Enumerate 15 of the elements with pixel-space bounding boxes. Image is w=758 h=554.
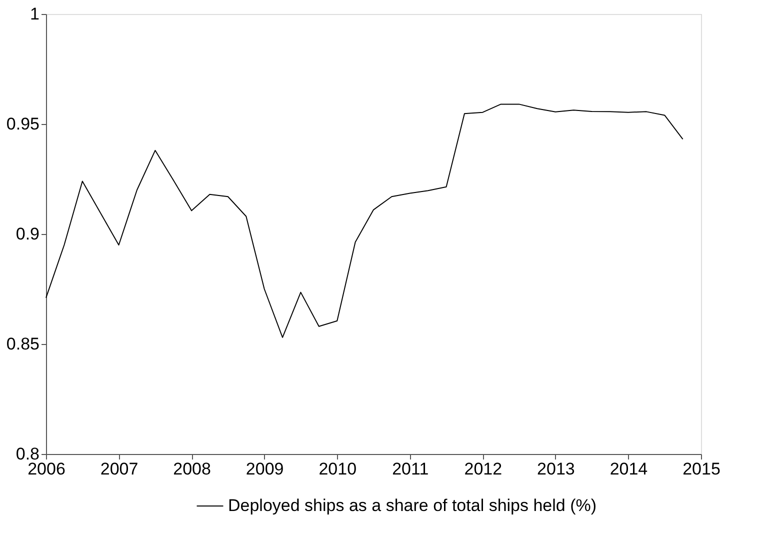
x-tick-label: 2009 xyxy=(246,460,284,478)
line-series xyxy=(46,104,684,338)
x-tick-label: 2012 xyxy=(464,460,502,478)
x-tick-label: 2010 xyxy=(318,460,357,478)
legend-label: Deployed ships as a share of total ships held (%) xyxy=(228,496,597,515)
y-tick-label: 0.9 xyxy=(16,224,40,244)
x-tick-label: 2015 xyxy=(682,460,720,478)
x-tick-label: 2008 xyxy=(173,460,211,478)
x-tick-label: 2011 xyxy=(392,460,429,478)
y-tick-label: 0.85 xyxy=(6,334,40,354)
y-tick-label: 1 xyxy=(30,4,40,24)
x-tick-label: 2007 xyxy=(100,460,138,478)
y-tick-label: 0.95 xyxy=(6,114,40,134)
x-tick-label: 2013 xyxy=(537,460,575,478)
x-tick-label: 2014 xyxy=(610,460,648,478)
